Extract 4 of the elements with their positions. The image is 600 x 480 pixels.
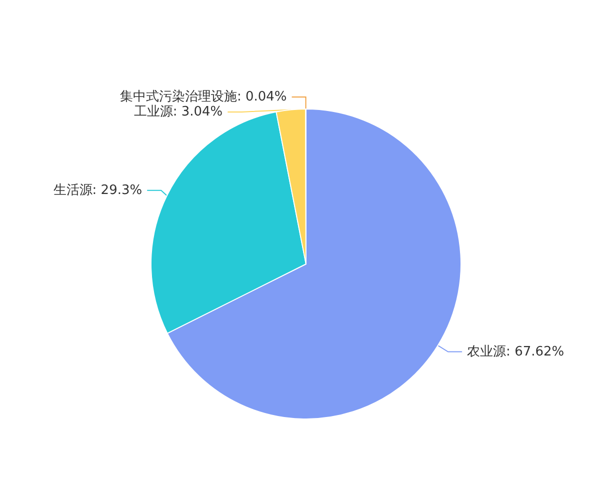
slice-label: 农业源: 67.62% [467, 344, 564, 360]
slice-label: 集中式污染治理设施: 0.04% [120, 90, 287, 104]
slice-label: 工业源: 3.04% [134, 104, 223, 120]
slice-label: 生活源: 29.3% [53, 182, 142, 198]
